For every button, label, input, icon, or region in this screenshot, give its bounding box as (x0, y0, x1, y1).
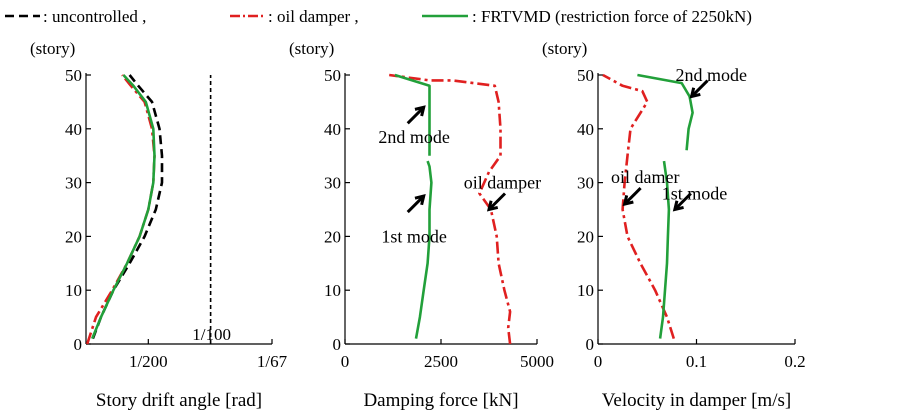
x-tick-label: 0.2 (784, 352, 805, 371)
y-tick-label: 30 (65, 174, 82, 193)
y-tick-label: 30 (577, 174, 594, 193)
annotation-arrowhead (622, 195, 634, 207)
y-tick-label: 40 (65, 120, 82, 139)
legend: : uncontrolled , : oil damper , : FRTVMD… (5, 7, 752, 26)
legend-label-oil-damper: : oil damper , (268, 7, 359, 26)
y-tick-label: 0 (333, 335, 342, 354)
y-axis-label: (story) (542, 39, 587, 58)
x-tick-label: 0.1 (686, 352, 707, 371)
x-axis-label: Velocity in damper [m/s] (602, 390, 791, 411)
y-tick-label: 20 (65, 227, 82, 246)
x-tick-label: 5000 (520, 352, 554, 371)
annotation-label: 1st mode (662, 183, 728, 203)
annotation-label: 2nd mode (378, 127, 450, 147)
annotation-label: oil damer (611, 167, 679, 187)
series-line-frtvmd (637, 73, 694, 339)
series-line-uncontrolled (91, 74, 164, 340)
x-tick-label: 0 (594, 352, 603, 371)
series-line-oil-damper (602, 73, 676, 339)
y-tick-label: 10 (324, 281, 341, 300)
annotation-arrowhead (672, 200, 684, 212)
x-tick-label: 1/67 (257, 352, 288, 371)
y-tick-label: 20 (324, 227, 341, 246)
annotation-label: oil damper (464, 173, 541, 193)
y-axis-label: (story) (289, 39, 334, 58)
y-tick-label: 0 (74, 335, 83, 354)
x-tick-label: 0 (341, 352, 350, 371)
annotation-arrow (623, 187, 642, 206)
series-line-frtvmd (90, 74, 156, 340)
y-tick-label: 40 (577, 120, 594, 139)
y-tick-label: 10 (577, 281, 594, 300)
y-tick-label: 50 (65, 66, 82, 85)
x-axis-label: Damping force [kN] (363, 390, 518, 411)
annotation-arrowhead (486, 200, 499, 212)
reference-line-label: 1/100 (192, 325, 231, 344)
series-line-oil-damper (85, 74, 156, 345)
panel-drift: 0 10 20 30 40 50 1/200 1/67 (story) Story drift a… (30, 39, 288, 411)
y-tick-label: 10 (65, 281, 82, 300)
x-axis-label: Story drift angle [rad] (96, 390, 262, 411)
annotation-arrowhead (414, 194, 426, 206)
y-tick-label: 40 (324, 120, 341, 139)
legend-label-frtvmd: : FRTVMD (restriction force of 2250kN) (472, 7, 752, 26)
annotation-label: 1st mode (381, 226, 447, 246)
panel-velocity: 0 10 20 30 40 50 0 0.1 0.2 (story) Velocity in dam… (542, 39, 806, 411)
annotation-arrow (487, 192, 507, 211)
series-line-frtvmd (394, 73, 433, 339)
y-axis-label: (story) (30, 39, 75, 58)
x-tick-label: 2500 (424, 352, 458, 371)
annotation-arrowhead (414, 105, 426, 117)
y-tick-label: 0 (586, 335, 595, 354)
x-tick-label: 1/200 (129, 352, 168, 371)
y-tick-label: 50 (577, 66, 594, 85)
y-tick-label: 20 (577, 227, 594, 246)
annotation-arrowhead (689, 87, 701, 99)
panel-force: 0 10 20 30 40 50 0 2500 5000 (story) Damping force… (289, 39, 554, 411)
y-tick-label: 30 (324, 174, 341, 193)
annotation-arrow (690, 79, 709, 98)
annotation-arrow (406, 106, 425, 125)
series-line-oil-damper (389, 73, 512, 345)
y-tick-label: 50 (324, 66, 341, 85)
annotation-arrow (673, 192, 692, 211)
annotation-label: 2nd mode (676, 65, 748, 85)
legend-label-uncontrolled: : uncontrolled , (43, 7, 146, 26)
annotation-arrow (406, 194, 425, 214)
